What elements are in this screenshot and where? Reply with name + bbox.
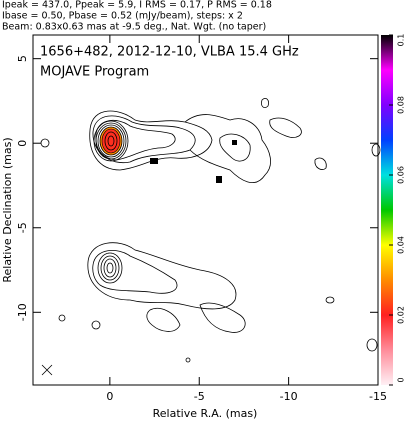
header-line: Ibase = 0.50, Pbase = 0.52 (mJy/beam), s… bbox=[2, 11, 243, 22]
x-tick-label: -10 bbox=[280, 390, 298, 403]
colorbar-tick-label: 0.06 bbox=[397, 166, 406, 184]
colorbar-tick-label: 0.04 bbox=[397, 236, 406, 254]
x-tick-label: -5 bbox=[194, 390, 205, 403]
header-line: Beam: 0.83x0.63 mas at -9.5 deg., Nat. W… bbox=[2, 22, 266, 33]
chart-subtitle: MOJAVE Program bbox=[40, 65, 149, 80]
colorbar-tick-label: 0 bbox=[397, 377, 406, 382]
x-tick-label: -15 bbox=[369, 390, 387, 403]
y-tick-label: -5 bbox=[16, 222, 29, 233]
y-tick-label: -10 bbox=[16, 303, 29, 321]
plot-frame bbox=[32, 34, 379, 386]
colorbar-tick-label: 0.08 bbox=[397, 96, 406, 114]
colorbar-tick-label: 0.1 bbox=[397, 34, 406, 47]
x-tick-label: 0 bbox=[106, 390, 113, 403]
y-axis-label: Relative Declination (mas) bbox=[1, 137, 14, 282]
x-axis-label: Relative R.A. (mas) bbox=[153, 407, 258, 420]
chart-title: 1656+482, 2012-12-10, VLBA 15.4 GHz bbox=[40, 45, 299, 60]
contours bbox=[40, 98, 381, 376]
colorbar bbox=[381, 35, 393, 385]
colorbar-tick-label: 0.02 bbox=[397, 306, 406, 324]
beam-marker bbox=[41, 364, 53, 376]
y-tick-label: 0 bbox=[16, 140, 29, 147]
y-tick-label: 5 bbox=[16, 55, 29, 62]
header-line: Ipeak = 437.0, Ppeak = 5.9, I RMS = 0.17… bbox=[2, 0, 272, 11]
